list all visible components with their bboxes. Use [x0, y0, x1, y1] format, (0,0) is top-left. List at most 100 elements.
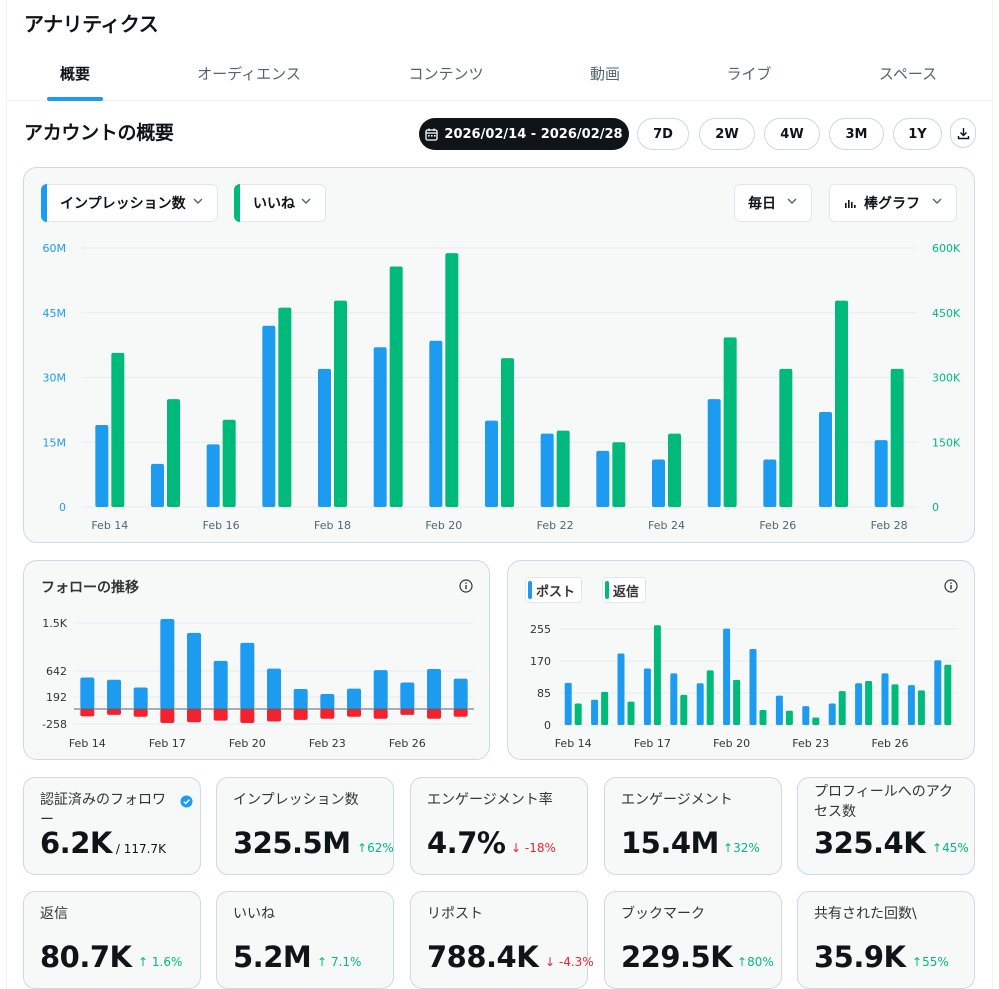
- x-tick-label: Feb 28: [871, 519, 908, 532]
- section-title: アカウントの概要: [24, 122, 174, 144]
- stat-card-profile-visits[interactable]: プロフィールへのアクセス数 325.4K ↑45%: [797, 777, 975, 875]
- stat-value: 5.2M: [233, 940, 312, 974]
- date-range-button[interactable]: 2026/02/14 - 2026/02/28: [419, 118, 629, 150]
- x-tick-label: Feb 17: [149, 737, 186, 750]
- follows-bar: [347, 688, 361, 709]
- stat-card-replies[interactable]: 返信 80.7K ↑ 1.6%: [23, 891, 201, 989]
- stat-change-value: 55%: [922, 955, 949, 969]
- unfollows-bar: [80, 709, 95, 717]
- y-left-tick-label: 30M: [43, 372, 67, 385]
- interval-dropdown[interactable]: 毎日: [734, 184, 812, 222]
- impressions-bar: [373, 347, 387, 507]
- tab-video[interactable]: 動画: [589, 65, 620, 83]
- chart-type-dropdown[interactable]: 棒グラフ: [829, 184, 957, 222]
- replies-bar: [785, 710, 793, 725]
- tab-live[interactable]: ライブ: [726, 65, 772, 83]
- follows-bar: [240, 642, 255, 709]
- legend-posts[interactable]: ポスト: [525, 577, 583, 603]
- posts-bar: [564, 682, 572, 725]
- likes-bar: [612, 442, 626, 507]
- y-tick-label: 170: [530, 655, 551, 668]
- likes-bar: [445, 253, 459, 507]
- stat-label: 共有された回数\: [814, 906, 917, 922]
- stat-value: 325.4K: [814, 826, 926, 860]
- posts-bar: [723, 628, 731, 725]
- range-7d-button[interactable]: 7D: [637, 118, 689, 150]
- stat-card-shares[interactable]: 共有された回数\ 35.9K ↑55%: [797, 891, 975, 989]
- replies-bar: [733, 679, 741, 725]
- stat-card-verified-followers[interactable]: 認証済みのフォロワー 6.2K/ 117.7K: [23, 777, 201, 875]
- posts-swatch: [528, 581, 532, 599]
- legend-replies-label: 返信: [613, 584, 640, 600]
- stat-label: ブックマーク: [621, 906, 705, 922]
- impressions-bar: [652, 459, 665, 507]
- impressions-bar: [95, 424, 109, 507]
- tab-content[interactable]: コンテンツ: [408, 65, 484, 83]
- replies-bar: [601, 691, 609, 725]
- legend-replies[interactable]: 返信: [602, 577, 647, 603]
- impressions-bar: [596, 450, 610, 507]
- metric1-color-bar: [41, 184, 47, 222]
- stat-change-value: -18%: [524, 841, 556, 855]
- range-3m-button[interactable]: 3M: [829, 118, 884, 150]
- unfollows-bar: [373, 709, 388, 719]
- stat-card-engagement-rate[interactable]: エンゲージメント率 4.7% ↓ -18%: [410, 777, 588, 875]
- info-icon[interactable]: [459, 579, 473, 593]
- x-tick-label: Feb 20: [425, 519, 462, 532]
- impressions-bar: [429, 340, 443, 507]
- impressions-bar: [206, 444, 220, 507]
- y-tick-label: -258: [42, 718, 67, 731]
- likes-bar: [779, 368, 793, 507]
- posts-bar: [775, 695, 783, 725]
- y-tick-label: 1.5K: [42, 617, 67, 630]
- likes-bar: [890, 368, 904, 507]
- posts-bar: [591, 699, 599, 725]
- stat-card-bookmarks[interactable]: ブックマーク 229.5K ↑80%: [604, 891, 782, 989]
- metric1-dropdown[interactable]: インプレッション数: [41, 184, 218, 222]
- download-button[interactable]: [950, 118, 976, 148]
- follows-bar: [107, 679, 121, 709]
- unfollows-bar: [400, 709, 415, 715]
- range-1y-button[interactable]: 1Y: [893, 118, 942, 150]
- stat-change-value: 1.6%: [151, 955, 183, 969]
- chevron-down-icon: [932, 198, 942, 204]
- likes-bar: [501, 358, 514, 507]
- follows-bar: [133, 687, 148, 709]
- x-tick-label: Feb 23: [309, 737, 346, 750]
- info-icon[interactable]: [944, 579, 958, 593]
- y-left-tick-label: 15M: [43, 436, 67, 449]
- posts-bar: [855, 683, 863, 725]
- x-tick-label: Feb 23: [792, 737, 829, 750]
- unfollows-bar: [240, 709, 255, 723]
- tab-audience[interactable]: オーディエンス: [197, 65, 301, 83]
- y-right-tick-label: 600K: [932, 242, 961, 255]
- metric2-dropdown[interactable]: いいね: [234, 184, 326, 222]
- impressions-bar: [763, 459, 777, 507]
- posts-bar: [907, 685, 915, 725]
- page-title: アナリティクス: [24, 12, 159, 36]
- date-range-label: 2026/02/14 - 2026/02/28: [444, 126, 623, 142]
- range-2w-button[interactable]: 2W: [699, 118, 755, 150]
- tab-spaces[interactable]: スペース: [878, 65, 938, 83]
- x-tick-label: Feb 14: [555, 737, 592, 750]
- impressions-bar: [318, 368, 331, 507]
- stat-change: ↑45%: [932, 841, 969, 855]
- stat-card-reposts[interactable]: リポスト 788.4K ↓ -4.3%: [410, 891, 594, 989]
- download-icon: [957, 127, 969, 139]
- x-tick-label: Feb 20: [229, 737, 266, 750]
- replies-bar: [944, 664, 952, 725]
- tab-overview[interactable]: 概要: [59, 65, 90, 83]
- range-4w-button[interactable]: 4W: [764, 118, 820, 150]
- posts-replies-chart: 0 85 170 255 Feb 14 Feb 17 Feb 20 Feb 23 Feb 26: [530, 623, 956, 750]
- x-tick-label: Feb 18: [314, 519, 351, 532]
- likes-bar: [111, 352, 125, 507]
- stat-label: エンゲージメント: [621, 792, 733, 808]
- stat-value: 788.4K: [427, 940, 539, 974]
- y-right-tick-label: 450K: [932, 307, 961, 320]
- stat-card-impressions[interactable]: インプレッション数 325.5M ↑62%: [216, 777, 394, 875]
- impressions-bar: [151, 463, 164, 507]
- stat-label: インプレッション数: [233, 792, 359, 808]
- stat-card-likes[interactable]: いいね 5.2M ↑ 7.1%: [216, 891, 394, 989]
- x-tick-label: Feb 24: [648, 519, 685, 532]
- stat-card-engagements[interactable]: エンゲージメント 15.4M ↑32%: [604, 777, 782, 875]
